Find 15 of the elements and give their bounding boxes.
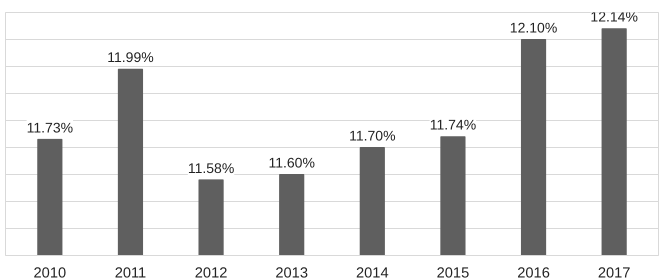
x-tick-label: 2012 [194, 266, 228, 280]
data-label: 12.10% [510, 20, 558, 36]
x-tick-label: 2014 [356, 266, 389, 280]
x-tick-label: 2011 [114, 266, 146, 280]
data-label: 11.70% [349, 128, 396, 144]
data-label: 11.73% [26, 119, 74, 136]
x-tick-label: 2010 [34, 266, 66, 280]
x-tick-label: 2017 [598, 266, 630, 280]
x-tick-label: 2015 [436, 266, 470, 280]
data-label: 11.99% [107, 49, 154, 66]
data-label: 11.58% [188, 160, 234, 176]
x-tick-label: 2016 [517, 266, 550, 280]
data-label: 11.60% [268, 154, 315, 170]
x-tick-label: 2013 [275, 266, 308, 280]
data-label: 11.74% [430, 116, 476, 133]
